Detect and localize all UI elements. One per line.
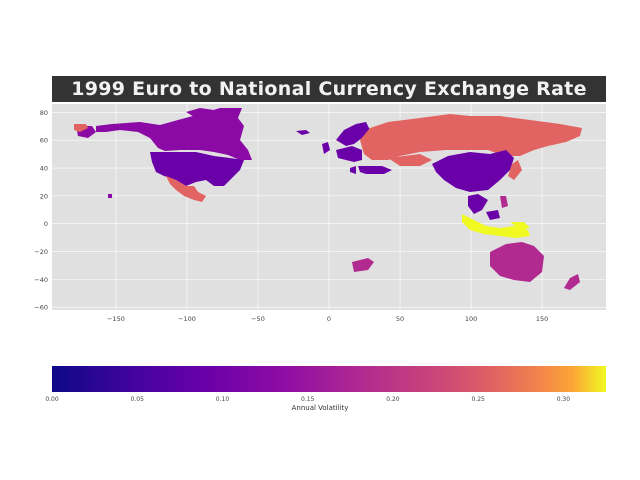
country-malaysia [486, 210, 500, 220]
lon-tick-label: 100 [465, 315, 477, 323]
country-japan [508, 160, 522, 180]
lat-tick-label: 60 [40, 137, 48, 145]
lat-tick-label: 0 [44, 220, 48, 228]
colorbar-tick-label: 0.05 [131, 396, 145, 403]
lat-tick-label: −20 [34, 248, 48, 256]
colorbar-ticks: 0.00 0.05 0.10 0.15 0.20 0.25 0.30 [45, 396, 570, 403]
country-canada [96, 108, 252, 160]
country-turkey [358, 166, 392, 174]
countries [74, 108, 582, 290]
lat-tick-label: −60 [34, 304, 48, 312]
country-philippines [500, 196, 508, 208]
colorbar-tick-label: 0.25 [471, 396, 485, 403]
country-iceland [296, 130, 310, 135]
latitude-tick-labels: 80 60 40 20 0 −20 −40 −60 [34, 109, 48, 312]
lat-tick-label: 20 [40, 192, 48, 200]
country-mexico [166, 176, 206, 202]
country-se-asia [468, 194, 488, 214]
colorbar-tick-label: 0.10 [216, 396, 230, 403]
lat-tick-label: 40 [40, 165, 48, 173]
colorbar-tick-label: 0.20 [386, 396, 400, 403]
lat-tick-label: 80 [40, 109, 48, 117]
lon-tick-label: 0 [327, 315, 331, 323]
country-south-africa [352, 258, 374, 272]
country-russia [360, 114, 582, 160]
country-papua [510, 222, 530, 230]
country-central-asia [388, 154, 432, 166]
country-australia [490, 242, 544, 282]
colorbar-tick-label: 0.15 [301, 396, 315, 403]
country-europe [336, 146, 362, 162]
colorbar-tick-label: 0.00 [45, 396, 59, 403]
lon-tick-label: −50 [251, 315, 265, 323]
country-new-zealand [564, 274, 580, 290]
colorbar-label: Annual Volatility [291, 404, 349, 412]
lat-tick-label: −40 [34, 276, 48, 284]
lon-tick-label: 150 [536, 315, 548, 323]
country-indonesia [462, 214, 530, 238]
lon-tick-label: −100 [178, 315, 196, 323]
country-scandinavia [336, 122, 370, 146]
colorbar-tick-label: 0.30 [557, 396, 571, 403]
country-caribbean [108, 194, 112, 198]
country-greenland [74, 124, 88, 132]
longitude-tick-labels: −150 −100 −50 0 50 100 150 [107, 315, 548, 323]
country-china [432, 150, 514, 192]
lon-tick-label: 50 [396, 315, 404, 323]
country-uk [322, 142, 330, 154]
country-usa [150, 152, 244, 186]
map-title: 1999 Euro to National Currency Exchange … [52, 76, 606, 102]
country-arctic-islands [186, 108, 214, 118]
colorbar [52, 366, 606, 392]
lon-tick-label: −150 [107, 315, 125, 323]
country-iberia [350, 166, 356, 174]
